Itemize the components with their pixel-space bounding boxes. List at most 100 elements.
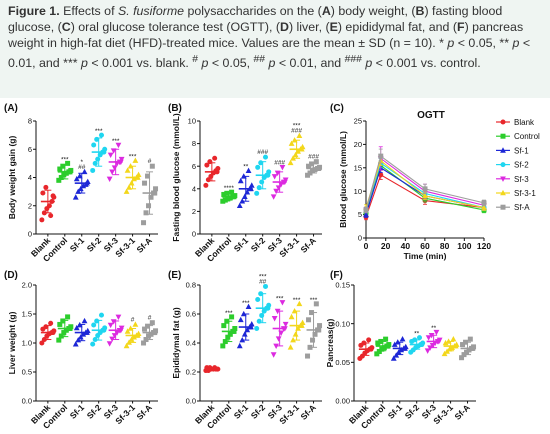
data-point: [95, 156, 101, 162]
data-point: [390, 355, 397, 361]
group-sf-3: ***Sf-3: [102, 138, 125, 254]
significance-star: ***: [225, 310, 233, 317]
y-axis-label: Liver weight (g): [7, 311, 17, 374]
significance-hash: ##: [259, 278, 267, 285]
caption-text: polysaccharides on the (: [184, 4, 322, 18]
y-tick-label: 0.6: [186, 310, 196, 319]
series-sf-a: [363, 148, 487, 214]
data-point: [57, 166, 63, 172]
data-point: [124, 167, 131, 173]
data-point: [60, 163, 66, 169]
data-point: [143, 210, 149, 216]
x-tick-label: Sf-A: [453, 402, 472, 421]
data-point: [58, 333, 64, 339]
data-point: [273, 188, 280, 195]
data-point: [56, 337, 62, 343]
data-point: [145, 323, 151, 329]
data-point: [90, 167, 96, 173]
legend-item: Control: [496, 132, 540, 141]
data-point: [91, 142, 97, 148]
legend-label: Control: [514, 132, 540, 141]
data-point: [262, 283, 268, 289]
data-point: [317, 323, 323, 329]
p-symbol: p: [512, 36, 520, 51]
x-tick-label: Sf-A: [299, 235, 318, 254]
data-point: [290, 337, 296, 343]
data-point: [107, 152, 114, 158]
panel-c: (C) 0 5 10 15 20 25 Blood glucose (mmol/L) 0 20 40…: [330, 103, 540, 261]
data-point: [254, 190, 260, 196]
caption-letter: C: [61, 20, 71, 35]
x-tick-label: Sf-3-1: [277, 402, 301, 426]
data-point: [248, 321, 255, 327]
data-point: [58, 175, 64, 180]
significance-star: **: [431, 325, 437, 332]
data-point: [132, 157, 139, 163]
data-point: [153, 186, 159, 192]
significance-star: ***: [259, 273, 267, 280]
significance-hash: #: [148, 315, 152, 322]
data-point: [94, 318, 100, 324]
group-sf-1: Sf-1: [386, 336, 409, 421]
significance-star: ***: [293, 123, 301, 130]
legend-marker: [500, 204, 506, 210]
data-point: [279, 165, 286, 171]
significance-star: ***: [112, 138, 120, 145]
x-tick-label: Sf-A: [135, 235, 154, 254]
data-point: [124, 328, 131, 334]
data-point: [106, 341, 113, 347]
y-axis-label: Body weight gain (g): [7, 136, 17, 220]
panel-label: (E): [168, 270, 181, 281]
data-point: [245, 303, 252, 310]
data-point: [145, 173, 151, 179]
species-name: S. fusiforme: [117, 4, 185, 18]
data-point: [313, 301, 319, 307]
y-tick-label: 0.05: [335, 358, 350, 367]
data-point: [312, 331, 318, 337]
data-point: [57, 321, 63, 327]
panel-label: (B): [168, 103, 182, 114]
y-tick-label: 0: [358, 234, 362, 243]
data-point: [92, 337, 98, 343]
data-point: [399, 336, 406, 342]
legend-label: Blank: [514, 118, 535, 127]
figure-caption: Figure 1. Effects of S. fusiforme polysa…: [0, 0, 550, 98]
group-sf-1: Sf-1: [68, 317, 91, 421]
data-point: [212, 155, 218, 161]
group-sf-1: ** Sf-1: [232, 164, 255, 254]
data-point: [236, 202, 243, 209]
x-tick-label: 60: [420, 241, 430, 251]
data-point: [271, 174, 278, 180]
data-point: [109, 169, 116, 175]
significance-star: ***: [293, 297, 301, 304]
caption-letter: D: [280, 20, 289, 35]
data-point: [90, 341, 96, 347]
caption-text: ) epididymal fat, and (: [337, 20, 458, 35]
legend-label: Sf-2: [514, 161, 529, 170]
y-tick-label: 2.0: [22, 281, 32, 290]
y-tick-label: 15: [354, 163, 362, 172]
caption-text: Effects of: [59, 4, 118, 18]
data-point: [306, 163, 312, 169]
significance-star: ***: [242, 300, 250, 307]
data-point: [305, 353, 311, 359]
legend-label: Sf-A: [514, 203, 530, 212]
data-point: [292, 331, 299, 337]
panel-f: (F)0.000.050.100.15Pancreas(g)BlankContr…: [325, 270, 477, 431]
y-tick-label: 20: [354, 140, 362, 149]
data-point: [424, 348, 431, 354]
data-point: [262, 154, 268, 160]
x-tick-label: 100: [457, 241, 471, 251]
group-sf-3: **Sf-3: [420, 325, 443, 421]
series-line: [365, 155, 485, 211]
legend-item: Blank: [496, 118, 535, 127]
data-point: [115, 142, 122, 149]
group-sf-2: ##*** Sf-2: [249, 273, 272, 421]
significance-star: ***: [129, 154, 137, 161]
y-tick-label: 10: [188, 117, 196, 126]
data-point: [98, 132, 104, 138]
data-point: [106, 176, 113, 183]
x-tick-label: Sf-1: [68, 235, 87, 254]
